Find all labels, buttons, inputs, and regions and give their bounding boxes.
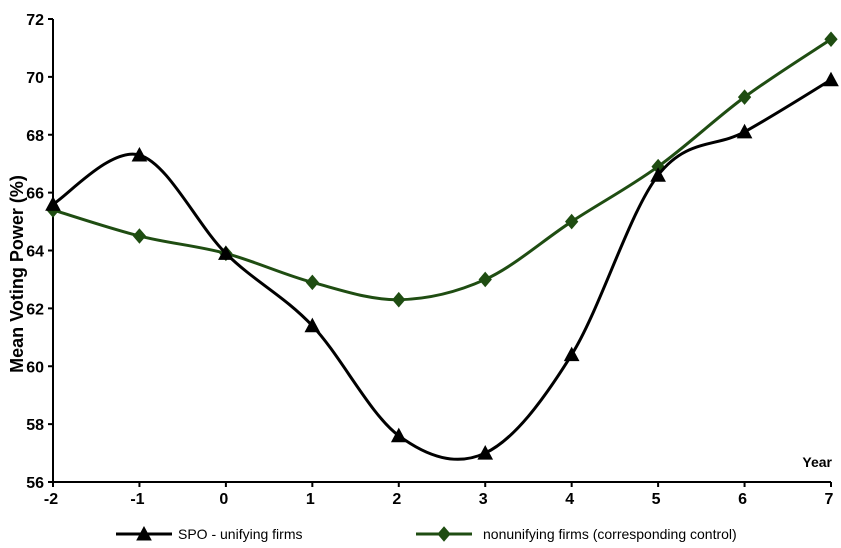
data-point-diamond: [305, 274, 319, 291]
y-tick-label: 72: [26, 12, 44, 29]
y-tick-label: 68: [26, 128, 44, 145]
y-tick-label: 66: [26, 186, 44, 203]
data-point-triangle: [563, 346, 580, 362]
series-spo-unifying: [45, 71, 839, 461]
x-tick-label: 4: [565, 491, 574, 508]
x-tick-label: 5: [652, 491, 661, 508]
data-point-triangle: [650, 167, 666, 182]
x-tick-label: 6: [738, 491, 747, 508]
x-tick-label: 3: [479, 491, 488, 508]
series-line: [52, 38, 832, 302]
data-point-triangle: [304, 317, 321, 333]
data-point-diamond: [478, 271, 492, 288]
x-axis-title: Year: [802, 454, 832, 470]
legend-marker: [437, 526, 451, 542]
y-tick-label: 64: [26, 244, 44, 261]
y-tick-label: 70: [26, 70, 44, 87]
legend-label: SPO - unifying firms: [178, 526, 302, 542]
y-ticks: 56 58 60 62 64 66 68 70 72: [26, 12, 53, 492]
x-tick-label: -2: [44, 491, 58, 508]
data-point-triangle: [218, 245, 234, 260]
data-point-triangle: [390, 427, 407, 443]
y-tick-label: 58: [26, 417, 44, 434]
data-point-triangle: [131, 146, 148, 162]
x-tick-label: 7: [825, 491, 834, 508]
y-tick-label: 56: [26, 475, 44, 492]
data-point-triangle: [736, 123, 753, 139]
data-point-diamond: [392, 291, 406, 308]
x-ticks: -2 -1 0 1 2 3 4 5 6 7: [44, 482, 834, 508]
series-line: [52, 78, 832, 461]
data-point-diamond: [824, 31, 838, 48]
legend-label: nonunifying firms (corresponding control…: [483, 526, 737, 542]
data-point-diamond: [737, 89, 752, 105]
x-tick-label: 2: [392, 491, 401, 508]
legend: SPO - unifying firms nonunifying firms (c…: [116, 525, 737, 542]
data-point-diamond: [132, 228, 147, 244]
legend-marker: [136, 525, 152, 541]
y-tick-label: 60: [26, 359, 44, 376]
data-point-triangle: [45, 196, 61, 211]
legend-item: nonunifying firms (corresponding control…: [416, 526, 737, 542]
x-tick-label: -1: [130, 491, 144, 508]
data-point-triangle: [477, 445, 494, 460]
series-nonunifying-control: [46, 31, 838, 308]
legend-item: SPO - unifying firms: [116, 525, 302, 542]
data-point-diamond: [565, 213, 579, 230]
axes: [52, 19, 831, 483]
series-layer: [45, 31, 839, 461]
x-tick-label: 1: [306, 491, 315, 508]
data-point-triangle: [823, 71, 839, 87]
y-tick-label: 62: [26, 301, 44, 318]
x-tick-label: 0: [219, 491, 228, 508]
y-axis-title: Mean Voting Power (%): [7, 175, 27, 373]
